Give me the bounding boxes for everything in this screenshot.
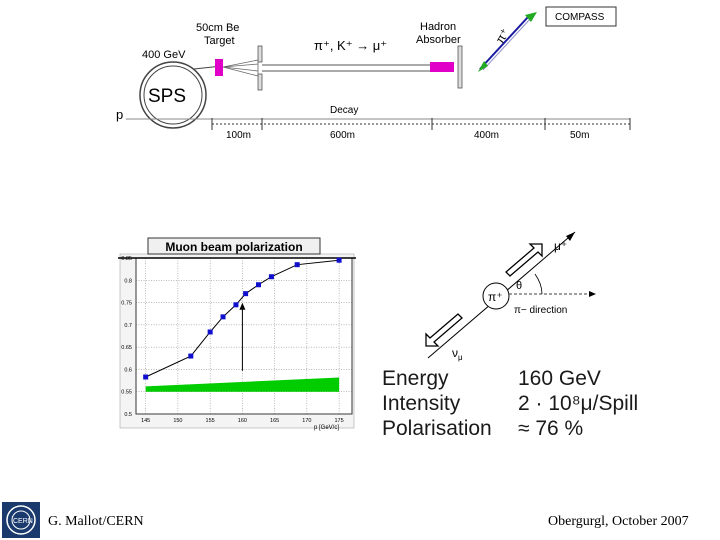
data-point	[268, 274, 274, 280]
x-tick-label: 155	[206, 418, 215, 424]
y-tick-label: 0.7	[124, 323, 132, 329]
hadron-absorber	[430, 62, 454, 72]
data-point	[243, 291, 249, 297]
direction-arrowhead	[589, 291, 596, 297]
pi-plus-label: π⁺	[493, 26, 512, 46]
decay-diagram: μ⁺ νμ π⁺ θ π− direction	[425, 231, 596, 362]
data-point	[256, 282, 262, 288]
absorber-label-1: Hadron	[420, 21, 456, 33]
x-tick-label: 170	[302, 418, 311, 424]
theta-label: θ	[516, 280, 522, 292]
distance-label: 600m	[330, 130, 355, 141]
param-label: Intensity	[382, 392, 461, 415]
beam-fan	[222, 59, 259, 77]
collimator-top	[257, 45, 263, 63]
uncertainty-band	[145, 377, 340, 392]
param-label: Energy	[382, 367, 449, 390]
data-point	[233, 302, 239, 308]
marker-arrowhead	[239, 302, 246, 310]
x-tick-label: 160	[238, 418, 247, 424]
beamline-diagram: SPS 400 GeV p 50cm Be Target π⁺, K⁺ → μ⁺…	[116, 6, 631, 141]
mu-spin-arrow	[505, 243, 543, 277]
distance-label: 400m	[474, 130, 499, 141]
sps-label: SPS	[148, 86, 186, 107]
absorber-wall	[457, 45, 463, 89]
theta-arc	[534, 273, 543, 295]
target-label-2: Target	[204, 35, 235, 47]
arrow-head-bottom	[478, 61, 488, 72]
muon-beam-line-2	[482, 17, 532, 71]
beam-parameters: Energy 160 GeV Intensity 2 · 10⁸μ/Spill …	[382, 366, 638, 441]
param-row-intensity: Intensity 2 · 10⁸μ/Spill	[382, 391, 638, 416]
y-tick-label: 0.55	[121, 390, 132, 396]
direction-label: π− direction	[514, 305, 567, 316]
x-axis-label: p [GeV/c]	[314, 425, 339, 431]
x-tick-label: 175	[335, 418, 344, 424]
param-value: 2 · 10⁸μ/Spill	[518, 392, 639, 415]
energy-label: 400 GeV	[142, 49, 186, 61]
pion-circle	[482, 282, 510, 310]
tick-layer: 145 150 155 160 165 170 175 0.5 0.55 0.6 0.65 0.7 0.…	[121, 256, 343, 424]
y-tick-label: 0.85	[121, 256, 132, 262]
x-tick-label: 145	[141, 418, 150, 424]
param-row-energy: Energy 160 GeV	[382, 366, 638, 391]
chart-title: Muon beam polarization	[165, 240, 302, 254]
band-layer	[145, 377, 340, 392]
data-point	[220, 314, 226, 320]
compass-box	[545, 6, 617, 27]
nu-mu-label: νμ	[452, 346, 463, 362]
y-tick-label: 0.75	[121, 301, 132, 307]
polarization-chart: Muon beam polarization p [GeV/c] 145 150 1…	[118, 237, 356, 431]
cern-logo: CERN	[2, 502, 40, 538]
cern-logo-text: CERN	[13, 518, 33, 525]
decay-axis-arrowhead	[566, 232, 575, 241]
y-tick-label: 0.6	[124, 367, 132, 373]
y-tick-label: 0.65	[121, 345, 132, 351]
data-point	[188, 353, 194, 359]
data-point	[294, 262, 300, 268]
polarization-curve	[145, 259, 340, 378]
x-tick-label: 150	[173, 418, 182, 424]
beam-particles-label: π⁺, K⁺ → μ⁺	[314, 38, 387, 53]
target	[215, 59, 223, 76]
compass-label: COMPASS	[555, 12, 605, 23]
mu-plus-label: μ⁺	[554, 239, 567, 253]
line-layer	[118, 257, 356, 380]
target-label-1: 50cm Be	[196, 22, 239, 34]
p-label: p	[116, 107, 123, 122]
sps-ring-inner	[143, 65, 203, 125]
nu-symbol: ν	[452, 346, 458, 360]
collimator-bottom	[257, 73, 263, 91]
param-value: 160 GeV	[518, 367, 601, 390]
nu-subscript: μ	[458, 353, 463, 362]
nu-spin-arrow	[425, 313, 463, 347]
absorber-label-2: Absorber	[416, 34, 461, 46]
sps-ring-outer	[139, 61, 207, 129]
distance-label: 100m	[226, 130, 251, 141]
arrow-head-top	[525, 12, 537, 22]
pion-label: π⁺	[488, 290, 503, 304]
param-value: ≈ 76 %	[518, 417, 584, 440]
data-point	[207, 329, 213, 335]
param-label: Polarisation	[382, 417, 492, 440]
data-point	[143, 374, 149, 380]
distance-label: 50m	[570, 130, 589, 141]
y-tick-label: 0.8	[124, 278, 132, 284]
footer-venue-date: Obergurgl, October 2007	[548, 514, 689, 529]
footer-author: G. Mallot/CERN	[48, 514, 144, 529]
param-row-polarisation: Polarisation ≈ 76 %	[382, 416, 638, 441]
y-tick-label: 0.5	[124, 412, 132, 418]
chart-title-box	[147, 237, 321, 255]
data-point	[336, 257, 342, 263]
decay-label: Decay	[330, 105, 358, 116]
x-tick-label: 165	[270, 418, 279, 424]
muon-beam-line	[479, 16, 529, 70]
